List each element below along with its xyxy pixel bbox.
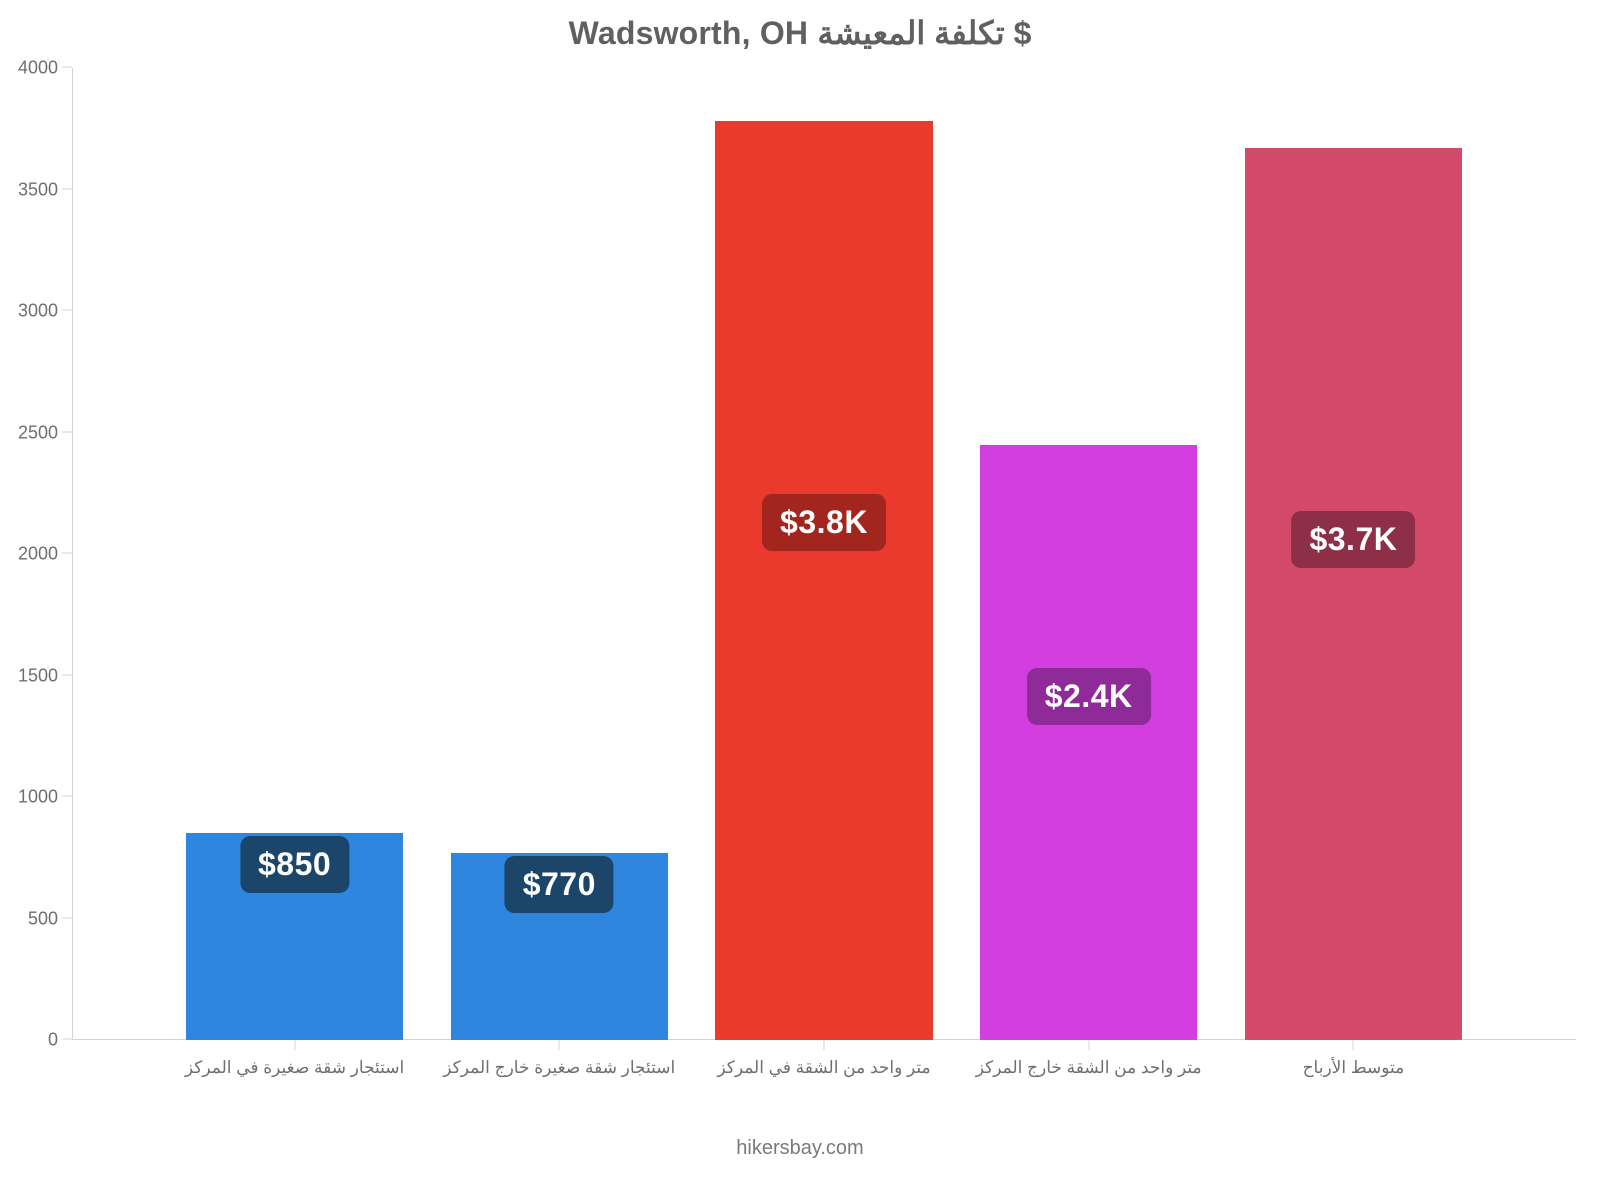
y-tick-label: 1000 <box>18 787 72 808</box>
y-tick-label: 3500 <box>18 179 72 200</box>
bars-layer: $850 $770 $3.8K $2.4K $3.7K <box>72 68 1576 1040</box>
y-tick-mark <box>62 431 72 432</box>
bar-value-badge: $850 <box>240 836 349 893</box>
bar-value-badge: $3.8K <box>762 494 886 551</box>
y-tick-label: 4000 <box>18 58 72 79</box>
y-tick-label: 3000 <box>18 301 72 322</box>
x-axis-label: متر واحد من الشقة خارج المركز <box>976 1058 1202 1078</box>
y-tick-label: 500 <box>28 908 72 929</box>
y-tick-label: 1500 <box>18 665 72 686</box>
y-tick-label: 0 <box>48 1030 72 1051</box>
bar <box>1245 148 1462 1040</box>
x-tick-mark <box>1088 1040 1089 1050</box>
y-tick-label: 2500 <box>18 422 72 443</box>
x-axis-label: استئجار شقة صغيرة في المركز <box>185 1058 404 1078</box>
x-axis-label: متر واحد من الشقة في المركز <box>717 1058 930 1078</box>
x-tick-mark <box>294 1040 295 1050</box>
y-tick-mark <box>62 917 72 918</box>
y-tick-mark <box>62 188 72 189</box>
x-tick-mark <box>824 1040 825 1050</box>
plot-area: $850$770$3.8K$2.4K$3.7K 0500100015002000… <box>72 68 1576 1040</box>
x-tick-mark <box>559 1040 560 1050</box>
bar-value-badge: $770 <box>505 856 614 913</box>
bar <box>980 445 1197 1040</box>
chart-container: Wadsworth, OH تكلفة المعيشة $ $850 $770 $3… <box>0 0 1600 1200</box>
y-tick-mark <box>62 67 72 68</box>
footer-attribution: hikersbay.com <box>0 1137 1600 1160</box>
y-tick-label: 2000 <box>18 544 72 565</box>
bar <box>715 121 932 1040</box>
x-tick-mark <box>1353 1040 1354 1050</box>
x-axis-label: استئجار شقة صغيرة خارج المركز <box>443 1058 675 1078</box>
chart-title: Wadsworth, OH تكلفة المعيشة $ <box>0 14 1600 52</box>
y-tick-mark <box>62 796 72 797</box>
y-tick-mark <box>62 553 72 554</box>
bar-value-badge: $3.7K <box>1291 511 1415 568</box>
y-tick-mark <box>62 1039 72 1040</box>
x-axis-label: متوسط الأرباح <box>1303 1058 1405 1078</box>
y-tick-mark <box>62 674 72 675</box>
y-tick-mark <box>62 310 72 311</box>
bar-value-badge: $2.4K <box>1027 668 1151 725</box>
